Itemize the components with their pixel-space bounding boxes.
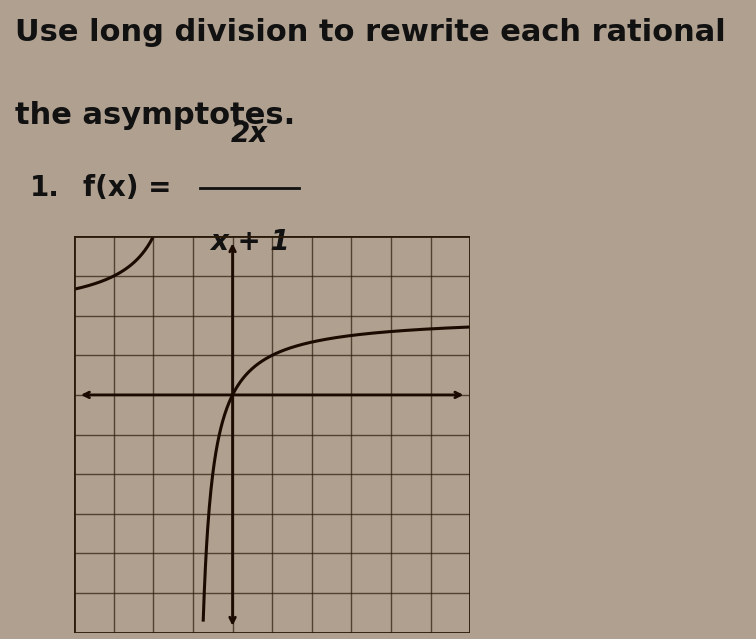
Text: 2x: 2x (231, 119, 268, 148)
Text: 1.: 1. (30, 174, 60, 202)
Text: x + 1: x + 1 (209, 228, 290, 256)
Text: Use long division to rewrite each rational: Use long division to rewrite each ration… (15, 18, 726, 47)
Text: f(x) =: f(x) = (83, 174, 181, 202)
Text: the asymptotes.: the asymptotes. (15, 100, 296, 130)
